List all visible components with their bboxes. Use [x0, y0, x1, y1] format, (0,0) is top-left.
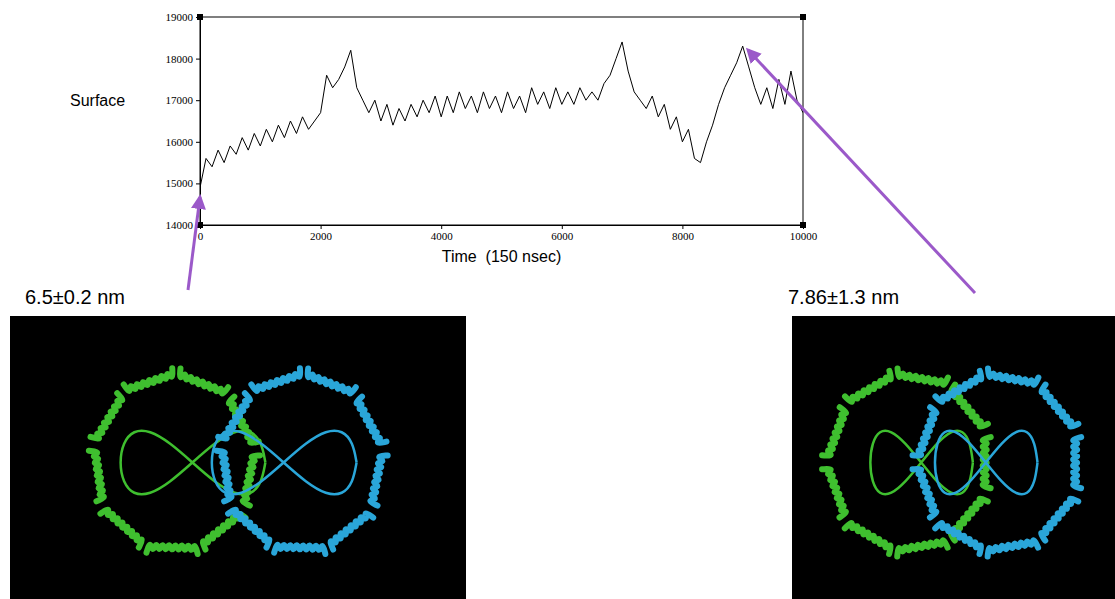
y-axis: 14000 15000 16000 17000 18000 19000 [166, 11, 201, 231]
protein-ribbon [898, 369, 948, 385]
x-tick-mark [441, 225, 442, 229]
x-tick: 6000 [551, 225, 574, 242]
structure-image [10, 316, 466, 599]
protein-ribbon [913, 469, 937, 518]
x-tick-mark [682, 225, 683, 229]
protein-ribbon [146, 545, 197, 554]
protein-ribbon [228, 510, 269, 548]
protein-ribbon [274, 545, 325, 554]
x-tick-mark [562, 225, 563, 229]
arrow [188, 197, 200, 290]
protein-ribbon [988, 369, 1038, 385]
image-background [10, 316, 466, 599]
protein-ribbon [1041, 385, 1078, 427]
protein-ribbon [913, 407, 937, 455]
x-axis-line [201, 226, 804, 230]
x-tick-label: 0 [198, 230, 204, 242]
x-tick: 8000 [672, 225, 695, 242]
protein-loop [935, 431, 1038, 495]
y-axis-title: Surface [70, 92, 125, 109]
y-tick: 17000 [166, 94, 201, 106]
x-tick: 10000 [790, 225, 818, 242]
protein-loop [212, 431, 357, 495]
x-tick-mark [200, 225, 201, 229]
protein-ribbon [356, 397, 386, 443]
protein-ribbon [935, 371, 981, 402]
structure-image [792, 316, 1115, 599]
frame-corner [800, 14, 806, 20]
protein-ribbon [935, 523, 981, 554]
protein-ribbon [180, 369, 228, 394]
surface-line [200, 42, 803, 188]
protein-loop [121, 431, 266, 495]
x-axis-title: Time (150 nsec) [442, 248, 561, 265]
y-tick-label: 17000 [166, 94, 194, 106]
annotation: 6.5±0.2 nm [25, 286, 125, 308]
y-tick-mark [196, 17, 200, 18]
protein-ribbon [822, 469, 846, 518]
x-tick-mark [321, 225, 322, 229]
y-tick-label: 16000 [166, 136, 194, 148]
x-tick-label: 4000 [431, 230, 454, 242]
protein-ribbon [89, 451, 104, 502]
y-tick: 15000 [166, 177, 201, 189]
y-axis-line [196, 18, 201, 226]
x-tick-label: 2000 [310, 230, 333, 242]
y-tick-mark [196, 142, 200, 143]
protein-ribbon [100, 510, 141, 548]
protein-ribbon [1041, 499, 1078, 541]
x-axis: 0 2000 4000 6000 8000 10000 [198, 225, 818, 242]
protein-ribbon [822, 407, 846, 455]
protein-ribbon [308, 369, 356, 394]
arrow [748, 50, 975, 293]
x-tick-mark [803, 225, 804, 229]
protein-ribbon [988, 540, 1038, 556]
protein-ribbon [370, 455, 387, 505]
y-tick: 19000 [166, 11, 201, 23]
y-tick-mark [196, 183, 200, 184]
protein-ribbon [845, 523, 891, 554]
protein-ribbon [897, 540, 947, 556]
protein-ribbon [330, 513, 373, 549]
y-tick: 16000 [166, 136, 201, 148]
x-tick-label: 10000 [790, 230, 818, 242]
protein-ribbon [91, 393, 123, 438]
protein-ribbon [251, 368, 300, 391]
y-tick: 18000 [166, 53, 201, 65]
annotation: 7.86±1.3 nm [788, 286, 899, 308]
plot-area [200, 42, 803, 188]
protein-ribbon [124, 368, 173, 391]
x-tick-label: 6000 [551, 230, 574, 242]
figure: 14000 15000 16000 17000 18000 19000 0 2000 4000 6… [0, 0, 1115, 599]
x-tick: 4000 [431, 225, 454, 242]
x-tick-label: 8000 [672, 230, 695, 242]
y-tick-mark [196, 59, 200, 60]
image-background [792, 316, 1115, 599]
y-tick-mark [196, 100, 200, 101]
plot-frame [200, 17, 803, 225]
protein-ribbon [845, 371, 891, 402]
x-tick: 2000 [310, 225, 333, 242]
y-tick-label: 15000 [166, 177, 194, 189]
protein-ribbon [1073, 437, 1081, 488]
protein-ribbon [243, 455, 260, 505]
y-tick-label: 19000 [166, 11, 194, 23]
x-tick: 0 [198, 225, 204, 242]
y-tick-label: 14000 [166, 219, 194, 231]
y-tick-label: 18000 [166, 53, 194, 65]
